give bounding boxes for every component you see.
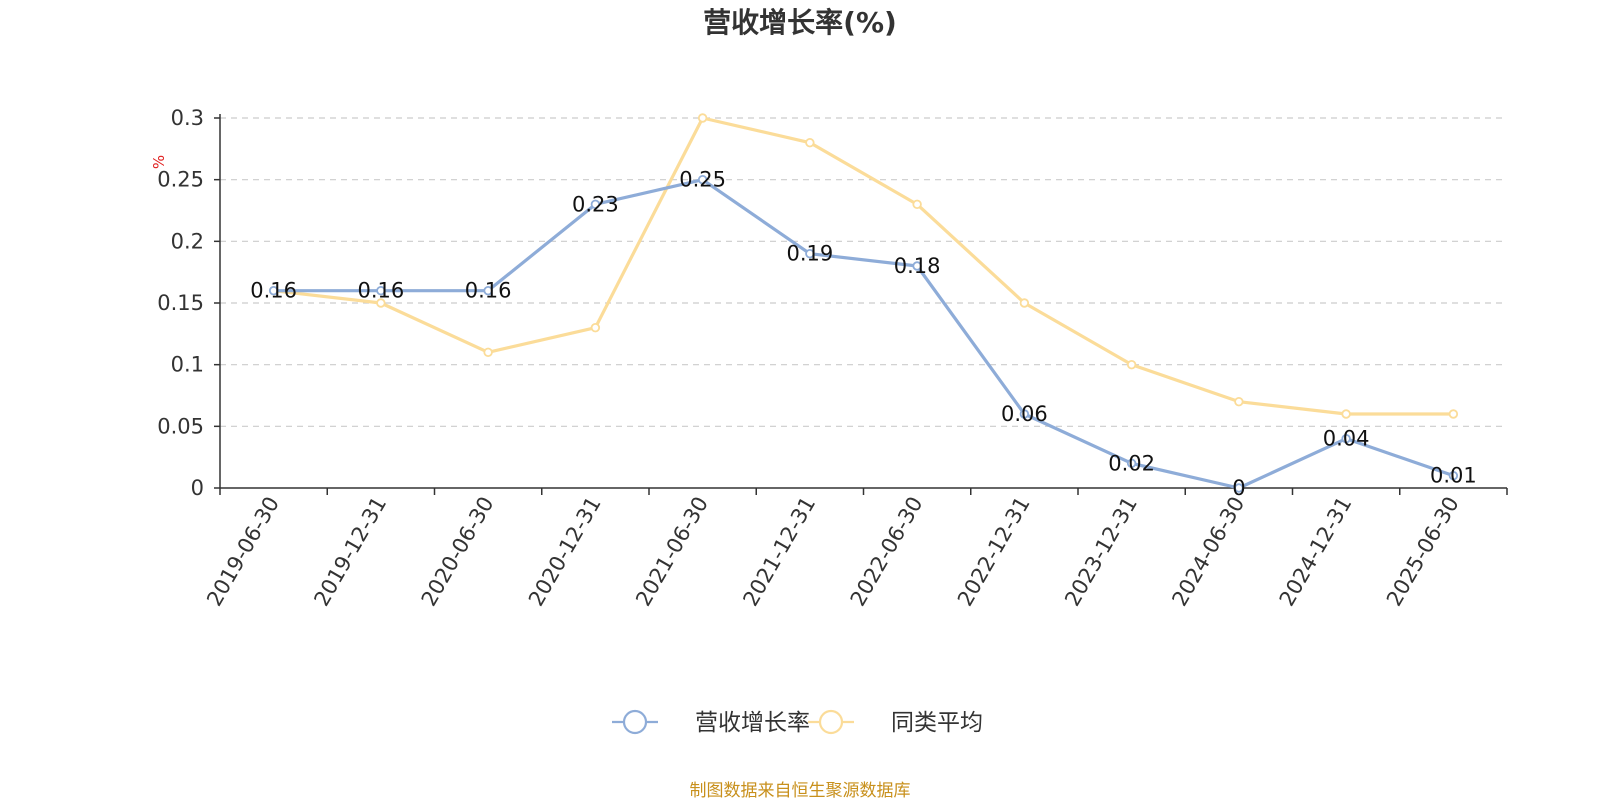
data-point [590, 199, 601, 210]
x-tick-label: 2025-06-30 [1382, 493, 1464, 611]
data-point [1019, 409, 1030, 419]
legend-label: 同类平均 [891, 710, 983, 736]
x-tick-label: 2022-06-30 [846, 493, 928, 611]
legend-item-0[interactable]: 营收增长率 [612, 709, 810, 736]
x-tick-label: 2024-12-31 [1275, 493, 1357, 611]
data-point [590, 322, 601, 333]
y-tick-label: 0.05 [157, 414, 204, 438]
data-point [1234, 483, 1244, 493]
grid-lines [220, 117, 1507, 427]
y-tick-label: 0.1 [171, 353, 204, 377]
legend-item-1[interactable]: 同类平均 [808, 709, 983, 736]
y-axis-unit: % [150, 155, 168, 169]
data-label: 0 [1232, 476, 1245, 500]
axes [214, 114, 1508, 495]
y-tick-label: 0 [191, 476, 204, 500]
legend-marker [818, 709, 844, 735]
data-point [912, 199, 922, 210]
data-label: 0.16 [357, 279, 404, 303]
legend[interactable]: 营收增长率 同类平均 [612, 709, 983, 736]
data-point [268, 285, 279, 296]
series-lines [268, 113, 1459, 493]
data-label: 0.16 [250, 279, 297, 303]
data-label: 0.19 [786, 242, 833, 266]
data-label: 0.16 [465, 279, 512, 303]
data-point [483, 347, 493, 358]
data-label: 0.18 [894, 254, 941, 278]
data-label: 0.01 [1430, 464, 1477, 488]
data-point [376, 285, 386, 296]
data-point [805, 248, 815, 259]
data-point [1126, 359, 1137, 370]
data-point [1341, 409, 1351, 419]
chart-title: 营收增长率(%) [703, 6, 897, 39]
x-tick-label: 2021-06-30 [631, 493, 713, 611]
data-point [1126, 458, 1137, 469]
data-labels: 0.16 0.16 0.16 0.23 0.25 0.19 0.18 0.06 0.02 0 0.0… [250, 168, 1477, 500]
data-label: 0.04 [1323, 427, 1370, 451]
data-point [1234, 396, 1244, 407]
y-tick-label: 0.25 [157, 168, 204, 192]
x-tick-label: 2019-12-31 [309, 493, 391, 611]
data-point [1341, 433, 1351, 444]
data-point [805, 137, 815, 148]
data-point [1448, 409, 1459, 419]
x-tick-label: 2022-12-31 [953, 493, 1035, 611]
data-point [376, 298, 386, 308]
data-point [483, 285, 493, 296]
legend-marker [622, 709, 648, 735]
series-line-0 [273, 178, 1454, 490]
data-point [1448, 470, 1459, 481]
x-tick-labels: 2019-06-30 2019-12-31 2020-06-30 2020-12-31… [202, 493, 1464, 611]
data-label: 0.25 [679, 168, 726, 192]
data-label: 0.02 [1108, 451, 1155, 475]
x-tick-label: 2024-06-30 [1167, 493, 1249, 611]
data-point [697, 174, 708, 185]
x-tick-label: 2023-12-31 [1060, 493, 1142, 611]
y-tick-labels: 0 0.05 0.1 0.15 0.2 0.25 0.3 [157, 106, 204, 500]
data-label: 0.23 [572, 192, 619, 216]
data-point [697, 113, 708, 123]
y-tick-label: 0.3 [171, 106, 204, 130]
y-tick-label: 0.2 [171, 229, 204, 253]
y-tick-label: 0.15 [157, 291, 204, 315]
x-tick-label: 2020-06-30 [417, 493, 499, 611]
x-tick-label: 2020-12-31 [524, 493, 606, 611]
series-line-1 [273, 116, 1454, 416]
data-label: 0.06 [1001, 402, 1048, 426]
x-tick-label: 2021-12-31 [738, 493, 820, 611]
data-source-note: 制图数据来自恒生聚源数据库 [690, 781, 911, 800]
x-tick-label: 2019-06-30 [202, 493, 284, 611]
data-point [912, 261, 922, 271]
data-point [1019, 298, 1030, 308]
legend-label: 营收增长率 [695, 710, 810, 736]
